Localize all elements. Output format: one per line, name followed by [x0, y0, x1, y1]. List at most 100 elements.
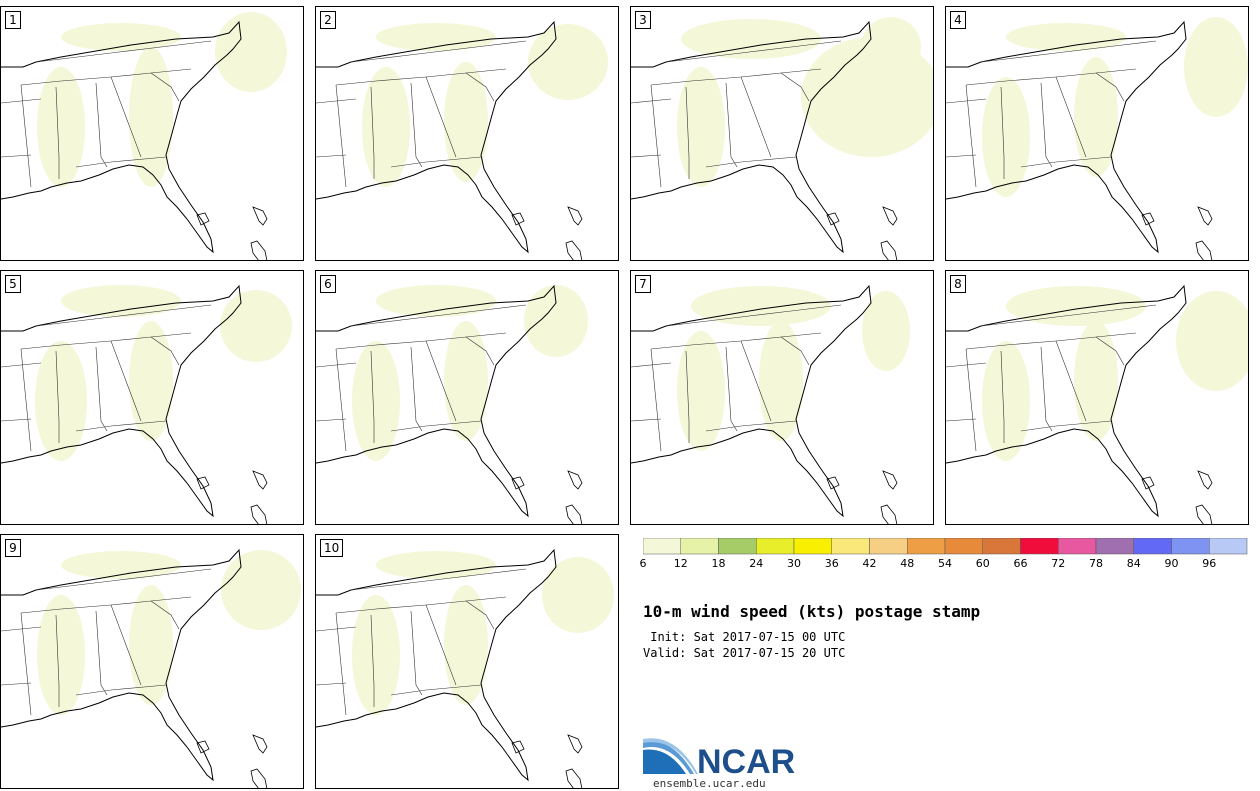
- wind-field: [35, 341, 87, 461]
- state-border: [465, 336, 495, 366]
- state-border: [95, 610, 108, 696]
- state-border: [465, 600, 495, 630]
- island-outline: [567, 206, 583, 226]
- colorbar-swatch: [680, 538, 719, 555]
- state-border: [631, 154, 662, 158]
- wind-field: [681, 19, 821, 59]
- wind-field: [215, 12, 287, 92]
- state-border: [110, 76, 142, 158]
- colorbar-swatch: [831, 538, 870, 555]
- island-outline: [1195, 240, 1213, 260]
- state-border: [316, 626, 357, 632]
- coastline: [631, 20, 872, 254]
- colorbar-tick-label: 54: [938, 557, 952, 570]
- island-outline: [250, 240, 268, 260]
- island-outline: [196, 476, 210, 490]
- colorbar-swatch: [1209, 538, 1248, 555]
- state-border: [350, 40, 527, 63]
- state-border: [335, 84, 347, 188]
- island-outline: [511, 740, 525, 754]
- state-border: [705, 420, 797, 432]
- island-outline: [882, 470, 898, 490]
- state-border: [55, 350, 60, 443]
- member-label: 6: [320, 275, 336, 293]
- state-border: [965, 348, 977, 452]
- state-border: [631, 98, 672, 104]
- state-border: [350, 304, 527, 327]
- island-outline: [826, 212, 840, 226]
- wind-field: [376, 23, 496, 51]
- state-border: [316, 418, 347, 422]
- wind-field: [129, 47, 173, 187]
- colorbar-swatch: [1020, 538, 1059, 555]
- wind-field: [524, 285, 588, 357]
- island-outline: [1197, 470, 1213, 490]
- state-border: [20, 348, 32, 452]
- member-label: 5: [5, 275, 21, 293]
- state-border: [150, 600, 180, 630]
- wind-field: [982, 341, 1030, 461]
- island-outline: [882, 206, 898, 226]
- state-border: [725, 82, 738, 168]
- state-border: [1055, 340, 1087, 422]
- colorbar-tick-label: 30: [787, 557, 801, 570]
- coastline: [946, 284, 1187, 518]
- member-map-1: 1: [0, 6, 304, 261]
- member-map-4: 4: [945, 6, 1249, 261]
- state-border: [75, 420, 167, 432]
- state-border: [150, 336, 180, 366]
- state-border: [20, 612, 32, 716]
- valid-time: Valid: Sat 2017-07-15 20 UTC: [643, 646, 846, 660]
- wind-field: [759, 321, 803, 441]
- wind-field: [982, 77, 1030, 197]
- colorbar-swatch: [643, 538, 681, 555]
- state-border: [316, 154, 347, 158]
- island-outline: [1141, 212, 1155, 226]
- island-outline: [567, 470, 583, 490]
- member-map-5: 5: [0, 270, 304, 525]
- state-border: [946, 98, 987, 104]
- state-border: [410, 610, 423, 696]
- colorbar-swatch: [869, 538, 908, 555]
- colorbar-tick-label: 84: [1126, 557, 1141, 570]
- colorbar-swatch: [982, 538, 1021, 555]
- state-border: [1055, 76, 1087, 158]
- wind-field: [352, 595, 400, 715]
- colorbar-swatch: [1133, 538, 1172, 555]
- colorbar-swatch: [1058, 538, 1097, 555]
- island-outline: [196, 212, 210, 226]
- island-outline: [1197, 206, 1213, 226]
- colorbar-tick-label: 48: [900, 557, 915, 570]
- state-border: [1095, 72, 1125, 102]
- wind-field: [691, 286, 831, 326]
- wind-field: [61, 551, 181, 579]
- wind-field: [61, 285, 181, 317]
- island-outline: [196, 740, 210, 754]
- colorbar-tick-label: 18: [711, 557, 726, 570]
- state-border: [465, 72, 495, 102]
- state-border: [1, 362, 42, 368]
- state-border: [150, 72, 180, 102]
- state-border: [1040, 82, 1053, 168]
- state-border: [946, 154, 977, 158]
- colorbar-swatch: [944, 538, 983, 555]
- state-border: [780, 72, 810, 102]
- island-outline: [252, 206, 268, 226]
- state-border: [390, 684, 482, 696]
- island-outline: [565, 768, 583, 788]
- state-border: [1, 98, 42, 104]
- state-border: [1, 626, 42, 632]
- state-border: [425, 340, 457, 422]
- state-border: [20, 84, 32, 188]
- state-border: [35, 568, 212, 591]
- state-border: [685, 86, 690, 179]
- colorbar-tick-label: 90: [1164, 557, 1179, 570]
- colorbar-swatch: [718, 538, 757, 555]
- coastline: [1, 284, 242, 518]
- wind-field: [444, 321, 488, 441]
- coastline: [316, 284, 557, 518]
- coastline: [316, 548, 557, 782]
- wind-field: [352, 341, 400, 461]
- wind-field: [61, 23, 181, 51]
- wind-field: [528, 24, 608, 100]
